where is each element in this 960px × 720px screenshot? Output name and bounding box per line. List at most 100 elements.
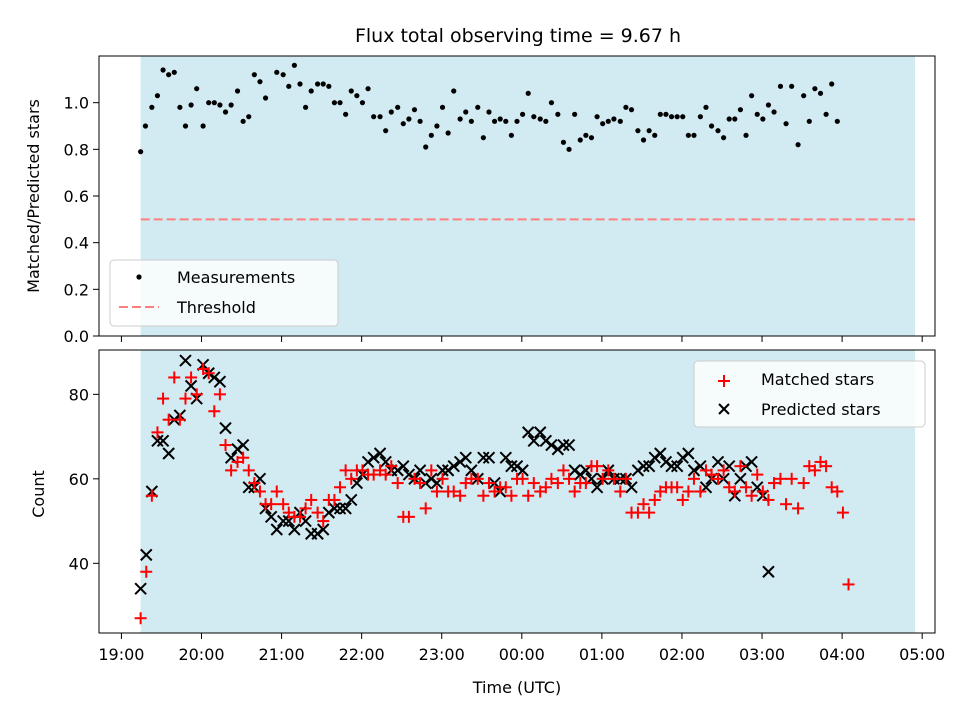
matched-star-point — [522, 489, 535, 502]
x-tick-label: 23:00 — [419, 645, 465, 664]
matched-star-point — [454, 489, 467, 502]
matched-star-point — [820, 460, 833, 473]
measurement-point — [315, 81, 321, 87]
measurement-point — [348, 88, 354, 94]
measurement-point — [166, 72, 172, 78]
predicted-star-point — [522, 426, 535, 439]
measurement-point — [200, 123, 206, 129]
matched-star-point — [792, 502, 805, 515]
matched-star-point — [134, 612, 147, 625]
measurement-point — [302, 104, 309, 110]
measurement-point — [240, 118, 246, 124]
measurement-point — [594, 114, 600, 120]
matched-star-point — [425, 464, 438, 477]
matched-star-point — [505, 489, 518, 502]
top-y-tick-label: 0.6 — [64, 187, 89, 206]
measurement-point — [354, 93, 360, 99]
x-tick-label: 20:00 — [178, 645, 224, 664]
matched-star-point — [527, 477, 540, 490]
measurement-point — [674, 114, 680, 120]
measurement-point — [371, 114, 377, 120]
matched-star-point — [808, 464, 821, 477]
measurement-point — [206, 100, 212, 106]
legend-measurement-marker — [136, 274, 142, 280]
measurement-point — [737, 107, 744, 113]
matched-star-point — [339, 464, 352, 477]
measurement-point — [685, 132, 691, 138]
predicted-star-point — [184, 379, 198, 393]
measurement-point — [555, 111, 561, 117]
measurement-point — [577, 137, 583, 143]
matched-star-point — [694, 485, 707, 498]
predicted-star-point — [213, 375, 227, 388]
matched-star-point — [202, 367, 215, 380]
matched-star-point — [614, 485, 627, 498]
measurement-point — [439, 104, 446, 110]
bottom-legend-box — [693, 360, 926, 428]
predicted-star-point — [134, 582, 147, 595]
measurement-point — [411, 107, 418, 113]
measurement-point — [222, 109, 229, 115]
predicted-star-point — [482, 451, 496, 464]
top-y-ticks: 0.0 0.2 0.4 0.6 0.8 1.0 — [64, 94, 99, 346]
measurement-point — [400, 121, 406, 127]
predicted-star-point — [670, 459, 684, 473]
measurement-point — [566, 146, 572, 152]
matched-star-point — [311, 506, 324, 519]
matched-star-point — [762, 493, 775, 506]
predicted-star-point — [436, 464, 449, 477]
matched-star-point — [596, 472, 609, 485]
measurement-point — [743, 132, 749, 138]
predicted-star-point — [345, 493, 358, 507]
legend-matched-label: Matched stars — [761, 370, 874, 389]
measurement-point — [726, 116, 732, 122]
matched-star-point — [687, 472, 700, 485]
measurement-point — [434, 123, 440, 129]
measurement-point — [708, 123, 715, 129]
measurement-point — [697, 114, 703, 120]
measurement-point — [194, 86, 200, 92]
matched-star-point — [751, 468, 764, 481]
measurement-point — [806, 118, 812, 124]
matched-star-point — [208, 405, 221, 418]
measurement-point — [177, 104, 183, 110]
top-axes-frame — [98, 55, 936, 337]
predicted-star-point — [317, 523, 330, 536]
matched-star-point — [145, 489, 158, 502]
predicted-star-point — [505, 459, 518, 473]
x-tick-label: 00:00 — [499, 645, 545, 664]
matched-star-point — [179, 392, 192, 405]
matched-star-point — [717, 464, 730, 477]
matched-star-point — [385, 460, 398, 473]
matched-star-point — [607, 472, 620, 485]
measurement-point — [560, 139, 567, 145]
bottom-legend: Matched stars Predicted stars — [693, 360, 926, 428]
measurement-point — [715, 128, 721, 134]
measurement-point — [406, 116, 412, 122]
measurement-point — [491, 118, 498, 124]
predicted-star-point — [534, 426, 547, 439]
matched-star-point — [671, 481, 684, 494]
measurement-point — [817, 90, 824, 96]
predicted-star-point — [557, 438, 570, 452]
measurement-point — [503, 118, 509, 124]
measurement-point — [703, 104, 709, 110]
matched-star-point — [648, 493, 661, 506]
measurement-point — [383, 128, 389, 134]
top-y-tick-label: 0.0 — [64, 327, 89, 346]
matched-star-point — [756, 485, 769, 498]
top-x-ticks — [120, 336, 923, 342]
predicted-star-point — [665, 459, 678, 473]
measurement-point — [508, 132, 514, 138]
predicted-star-point — [642, 459, 656, 473]
predicted-star-point — [625, 481, 638, 494]
matched-star-point — [379, 468, 392, 481]
predicted-star-point — [477, 451, 490, 464]
x-tick-label: 03:00 — [739, 645, 785, 664]
measurement-point — [359, 100, 366, 106]
measurement-point — [543, 118, 549, 124]
measurement-point — [668, 114, 675, 120]
measurement-point — [795, 142, 801, 148]
bottom-x-ticks: 19:00 20:00 21:00 22:00 23:00 00:00 01:00 02:00… — [98, 633, 945, 664]
